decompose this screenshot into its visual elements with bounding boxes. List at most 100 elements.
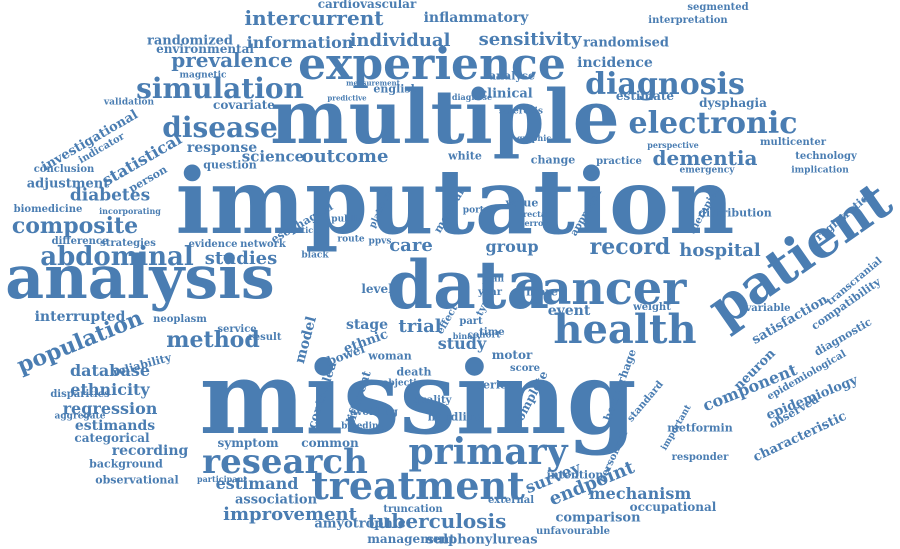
word: intercurrent: [244, 6, 384, 30]
word: randomised: [583, 35, 669, 51]
word: hospital: [679, 240, 761, 261]
word: dysphagia: [699, 96, 767, 110]
word: health: [553, 306, 697, 353]
word: management: [367, 532, 455, 546]
word: public: [331, 214, 363, 225]
word: graphic: [516, 133, 552, 143]
word: stage: [345, 317, 389, 333]
word: analyse: [488, 69, 536, 83]
word: sensitivity: [478, 29, 582, 50]
word: dementia: [652, 146, 758, 170]
word: segmented: [687, 2, 749, 13]
word: participant: [197, 474, 247, 484]
word: electronic: [628, 106, 798, 141]
word: motor: [491, 348, 533, 362]
word: validation: [103, 97, 155, 108]
word: evidence: [188, 239, 238, 250]
word: response: [186, 140, 258, 156]
word: inflammatory: [423, 10, 529, 26]
word: common: [301, 436, 359, 450]
word: diagnose: [451, 92, 493, 102]
word: information: [246, 33, 354, 52]
word: ppvs: [368, 236, 392, 247]
word: event: [547, 303, 591, 319]
word: perspective: [647, 140, 699, 150]
word: english: [373, 82, 419, 96]
word: research: [202, 442, 368, 482]
word: more: [526, 285, 558, 299]
word: biomedicine: [13, 204, 83, 215]
word: interrupted: [34, 309, 126, 325]
word: truncation: [383, 504, 443, 515]
word: missing: [199, 339, 637, 457]
word: difference: [51, 236, 109, 247]
word: emergency: [679, 165, 735, 176]
word: diabetes: [69, 185, 151, 206]
word: distribution: [698, 206, 772, 220]
word: method: [166, 327, 260, 353]
word: ethnicity: [70, 380, 150, 399]
word: avoiding: [350, 407, 398, 418]
word: rectal: [522, 209, 550, 219]
word: mechanism: [588, 484, 692, 503]
word: tuberculosis: [367, 509, 507, 533]
word: black: [301, 250, 329, 261]
word: diagnosis: [585, 67, 745, 102]
word: trial: [398, 316, 442, 337]
word: study: [437, 334, 487, 353]
word: death: [396, 365, 432, 379]
word: neoplasm: [153, 314, 207, 325]
word: environmental: [156, 42, 254, 56]
word: strategies: [100, 238, 156, 249]
word: outcome: [301, 146, 389, 167]
word: incorporating: [99, 206, 161, 216]
word: part: [459, 316, 483, 327]
word: data: [386, 246, 550, 324]
word: variable: [745, 303, 791, 314]
word: abdominal: [40, 242, 194, 272]
word: portal: [462, 205, 494, 216]
word: covariate: [213, 98, 275, 112]
word: value: [505, 196, 539, 210]
word: error: [524, 218, 548, 228]
word: regression: [62, 399, 158, 418]
word: objective: [382, 378, 428, 389]
word: cardiovascular: [317, 0, 417, 11]
word: imputation: [175, 149, 735, 255]
word: cohort: [467, 330, 501, 341]
word: series: [476, 378, 514, 392]
word: multicenter: [759, 137, 827, 148]
word: metformin: [667, 421, 733, 435]
word: association: [234, 492, 318, 508]
word: practice: [596, 156, 642, 167]
word: science: [241, 147, 305, 166]
word: disease: [162, 111, 278, 144]
word: conclusion: [33, 164, 95, 175]
word: service: [217, 324, 257, 335]
word: symptom: [217, 436, 279, 450]
word: binary: [452, 331, 482, 341]
word: cancer: [513, 261, 687, 315]
word: amyotrophic: [314, 516, 406, 532]
word: disparities: [50, 389, 110, 400]
word: measurement: [346, 78, 400, 88]
word: implication: [791, 165, 849, 176]
word: statistic: [276, 225, 314, 235]
word: studies: [204, 248, 278, 269]
word: estimate: [615, 89, 675, 103]
word: estimand: [215, 474, 299, 493]
word: network: [240, 239, 286, 250]
word: composite: [11, 213, 139, 239]
word: estimands: [74, 418, 156, 434]
word: time: [479, 327, 505, 338]
word: recording: [111, 443, 189, 459]
word: treatment: [311, 463, 525, 508]
word: comparison: [555, 510, 641, 526]
word: year: [478, 287, 502, 298]
word: analysis: [5, 243, 275, 313]
word: result: [248, 332, 282, 343]
word: improvement: [223, 504, 357, 525]
word: sclerosis: [499, 106, 543, 117]
word: occupational: [629, 500, 717, 514]
